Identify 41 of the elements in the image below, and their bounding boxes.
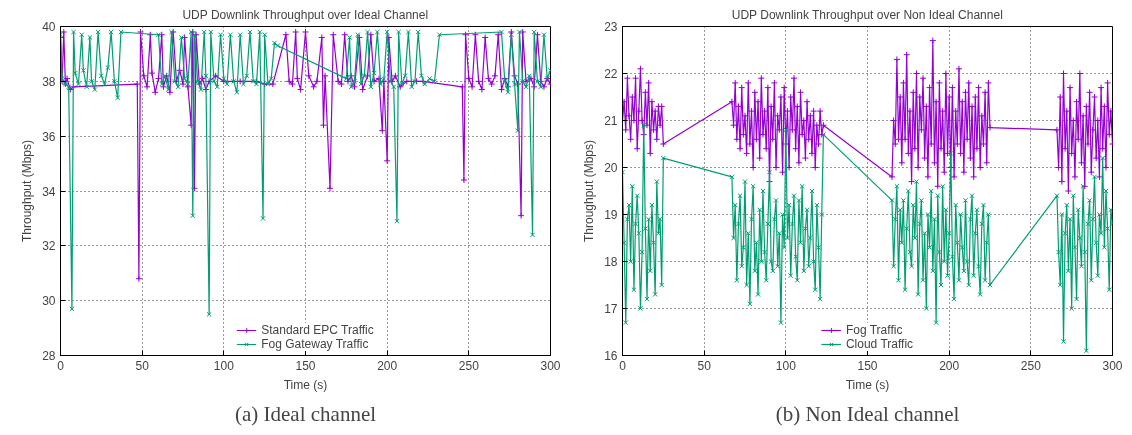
x-tick-label: 0 [57, 358, 65, 373]
x-tick-label: 0 [619, 358, 627, 373]
text: (b) Non Ideal channel [775, 401, 960, 426]
y-tick-label: 16 [604, 349, 618, 363]
x-axis-title: Time (s) [845, 377, 890, 392]
x-tick-label: 250 [458, 358, 480, 373]
y-tick-label: 30 [42, 294, 56, 309]
x-tick-label: 250 [1020, 358, 1042, 373]
y-tick-label: 32 [42, 239, 56, 254]
y-tick-label: 20 [604, 161, 618, 175]
y-tick-label: 23 [604, 20, 618, 34]
x-tick-label: 100 [775, 358, 797, 373]
chart-title: UDP Downlink Throughput over Non Ideal Channel [731, 7, 1003, 22]
legend-label: Fog Traffic [845, 323, 903, 337]
y-tick-label: 21 [604, 114, 618, 128]
x-tick-label: 200 [377, 358, 398, 373]
x-tick-label: 50 [697, 358, 712, 373]
x-tick-label: 150 [857, 358, 878, 373]
y-axis-title: Throughput (Mbps) [582, 139, 597, 243]
x-axis-title: Time (s) [283, 377, 328, 392]
y-tick-label: 36 [42, 129, 56, 144]
y-tick-label: 38 [42, 74, 56, 89]
text: (a) Ideal channel [234, 401, 377, 426]
legend-label: Fog Gateway Traffic [261, 337, 369, 351]
x-tick-label: 300 [540, 358, 561, 373]
legend-label: Cloud Traffic [845, 337, 914, 351]
chart-title: UDP Downlink Throughput over Ideal Channel [182, 7, 429, 22]
x-tick-label: 150 [295, 358, 316, 373]
y-tick-label: 17 [604, 302, 618, 316]
y-tick-label: 19 [604, 208, 618, 222]
y-tick-label: 28 [42, 349, 56, 363]
x-tick-label: 100 [213, 358, 235, 373]
y-tick-label: 18 [604, 255, 618, 269]
y-tick-label: 22 [604, 67, 618, 81]
x-tick-label: 50 [135, 358, 150, 373]
legend-label: Standard EPC Traffic [261, 323, 374, 337]
x-tick-label: 300 [1102, 358, 1123, 373]
x-tick-label: 200 [939, 358, 960, 373]
y-axis-title: Throughput (Mbps) [20, 139, 35, 243]
y-tick-label: 40 [42, 20, 56, 34]
y-tick-label: 34 [42, 184, 56, 199]
